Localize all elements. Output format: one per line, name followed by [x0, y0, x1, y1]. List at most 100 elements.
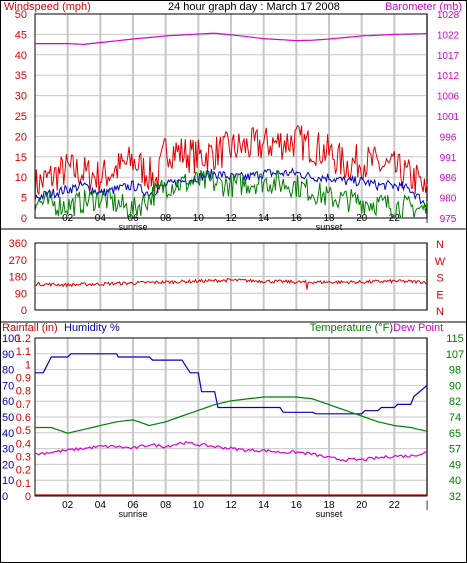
sunset-label: sunset	[316, 509, 343, 519]
direction-tick-label: 270	[9, 255, 27, 267]
rainfall-tick-label: 1	[25, 359, 31, 371]
x-tick-label: 08	[160, 500, 172, 511]
x-tick-label: 06	[127, 213, 139, 224]
temperature-tick-label: 74	[449, 412, 461, 424]
x-tick-label: 18	[323, 500, 335, 511]
windspeed-tick-label: 40	[15, 50, 27, 62]
humidity-tick-label: 100	[2, 333, 20, 345]
humidity-axis-title: Humidity %	[64, 322, 120, 334]
gust-line	[34, 125, 428, 204]
sunrise-label: sunrise	[118, 222, 147, 232]
windspeed-tick-label: 30	[15, 91, 27, 103]
windspeed-tick-label: 50	[15, 9, 27, 21]
x-tick-label: |	[426, 213, 429, 224]
barometer-line	[35, 32, 428, 46]
x-tick-label: 08	[160, 213, 172, 224]
temperature-tick-label: 40	[449, 475, 461, 487]
humidity-tick-label: 0	[2, 491, 8, 503]
x-tick-label: 16	[291, 500, 303, 511]
temperature-tick-label: 57	[449, 444, 461, 456]
average-line	[34, 167, 428, 209]
windspeed-tick-label: 15	[15, 152, 27, 164]
x-tick-label: 02	[62, 500, 74, 511]
x-tick-label: 10	[193, 500, 205, 511]
barometer-tick-label: 1006	[437, 92, 460, 103]
temperature-tick-label: 65	[449, 428, 461, 440]
barometer-axis-title: Barometer (mb)	[385, 1, 462, 13]
rainfall-tick-label: 1.1	[16, 346, 31, 358]
x-tick-label: 12	[225, 500, 237, 511]
barometer-tick-label: 1012	[437, 71, 460, 82]
humidity-line	[35, 353, 428, 415]
temperature-tick-label: 115	[446, 333, 464, 345]
humidity-tick-label: 60	[2, 396, 14, 408]
rainfall-tick-label: 0.7	[16, 399, 31, 411]
humidity-tick-label: 40	[2, 428, 14, 440]
direction-tick-label: 360	[9, 238, 27, 250]
barometer-tick-label: 1022	[437, 30, 460, 41]
direction-tick-label: 0	[21, 305, 27, 317]
direction-tick-label: 180	[9, 272, 27, 284]
graph-title: 24 hour graph day : March 17 2008	[168, 1, 340, 13]
barometer-tick-label: 986	[440, 173, 457, 184]
temperature-tick-label: 107	[446, 349, 464, 361]
x-tick-label: 22	[389, 213, 401, 224]
windspeed-tick-label: 35	[15, 70, 27, 82]
rainfall-axis-title: Rainfall (in)	[2, 322, 58, 334]
x-tick-label: 10	[193, 213, 205, 224]
barometer-tick-label: 975	[440, 214, 457, 225]
humidity-tick-label: 90	[2, 349, 14, 361]
dew-point-axis-title: Dew Point	[393, 322, 443, 334]
windspeed-tick-label: 5	[21, 193, 27, 205]
wind-direction-line	[34, 278, 428, 290]
compass-label: N	[436, 306, 444, 318]
rainfall-tick-label: 0.6	[16, 412, 31, 424]
temperature-tick-label: 98	[449, 365, 461, 377]
rainfall-tick-label: 0.2	[16, 465, 31, 477]
x-tick-label: 12	[225, 213, 237, 224]
barometer-tick-label: 980	[440, 194, 457, 205]
temperature-line	[35, 396, 428, 434]
plot-frame	[34, 242, 428, 311]
barometer-tick-label: 1028	[437, 10, 460, 21]
windspeed-tick-label: 20	[15, 131, 27, 143]
wind-barometer-panel: 0 5 10 15 20 25 30 35 40 45 50 975 980 986 991 996 1001 1…	[15, 9, 460, 232]
barometer-tick-label: 1001	[437, 112, 460, 123]
windspeed-tick-label: 25	[15, 111, 27, 123]
humidity-tick-label: 80	[2, 365, 14, 377]
x-tick-label: 20	[356, 500, 368, 511]
plot-frame	[34, 337, 428, 497]
x-tick-label: 20	[356, 213, 368, 224]
x-tick-label: 22	[389, 500, 401, 511]
windspeed-axis-title: Windspeed (mph)	[4, 1, 91, 13]
x-tick-label: 14	[258, 213, 270, 224]
windspeed-tick-label: 0	[21, 213, 27, 225]
compass-label: N	[436, 239, 444, 251]
direction-tick-label: 90	[15, 288, 27, 300]
barometer-tick-label: 991	[440, 153, 457, 164]
x-tick-label: 04	[95, 500, 107, 511]
rainfall-tick-label: 1.2	[16, 333, 31, 345]
x-tick-label: 14	[258, 500, 270, 511]
x-tick-label: 16	[291, 213, 303, 224]
x-tick-label: |	[426, 500, 429, 511]
temperature-tick-label: 32	[449, 491, 461, 503]
x-tick-label: 04	[95, 213, 107, 224]
low-line	[34, 169, 428, 219]
humidity-tick-label: 70	[2, 380, 14, 392]
dew_point-line	[34, 440, 428, 462]
temperature-tick-label: 90	[449, 380, 461, 392]
humidity-tick-label: 20	[2, 459, 14, 471]
temperature-tick-label: 49	[449, 459, 461, 471]
rainfall-tick-label: 0.1	[16, 478, 31, 490]
x-tick-label: 18	[323, 213, 335, 224]
compass-label: E	[436, 289, 443, 301]
rainfall-tick-label: 0	[25, 491, 31, 503]
barometer-tick-label: 1017	[437, 51, 460, 62]
temperature-tick-label: 82	[449, 396, 461, 408]
plot-frame	[34, 13, 428, 219]
humidity-tick-label: 50	[2, 412, 14, 424]
rainfall-tick-label: 0.5	[16, 425, 31, 437]
